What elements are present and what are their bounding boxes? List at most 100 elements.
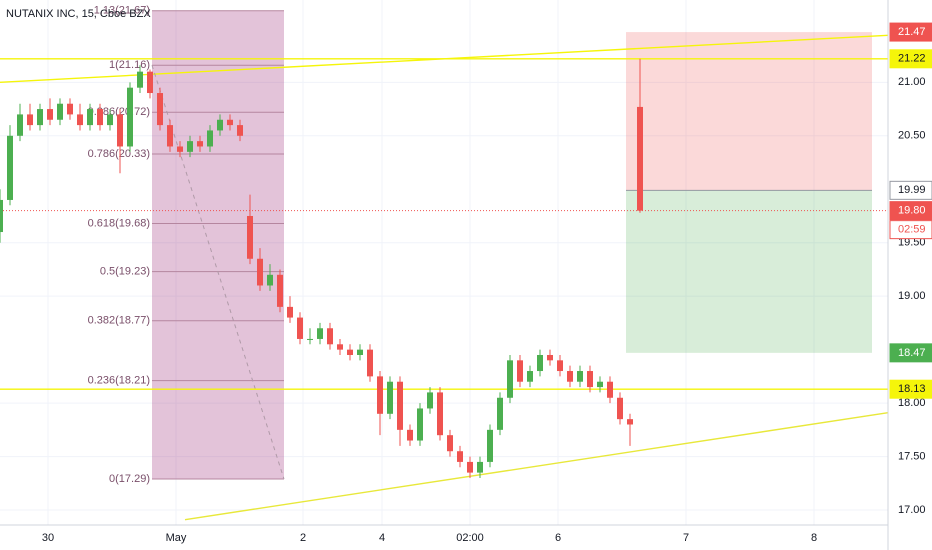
candle-body bbox=[367, 349, 373, 377]
candle-body bbox=[577, 371, 583, 382]
candle-body bbox=[617, 397, 623, 420]
candle-body bbox=[487, 429, 493, 462]
candle-body bbox=[417, 408, 423, 441]
candle-body bbox=[397, 381, 403, 430]
candle-body bbox=[77, 114, 83, 126]
candle-body bbox=[427, 392, 433, 409]
candle-body bbox=[527, 371, 533, 382]
price-label-box bbox=[889, 22, 932, 42]
candle-body bbox=[227, 119, 233, 126]
fib-label: 0(17.29) bbox=[109, 473, 150, 485]
candle-body bbox=[597, 381, 603, 388]
price-label: 19.99 bbox=[898, 184, 926, 196]
candle-body bbox=[587, 371, 593, 388]
x-tick-label: 4 bbox=[379, 532, 385, 544]
candle-body bbox=[297, 317, 303, 339]
price-label-box bbox=[889, 343, 932, 363]
price-label: 02:59 bbox=[898, 224, 926, 236]
y-tick-label: 19.00 bbox=[898, 290, 926, 302]
candle-body bbox=[607, 381, 613, 398]
candle-body bbox=[277, 274, 283, 307]
candle-body bbox=[477, 461, 483, 473]
y-tick-label: 17.00 bbox=[898, 504, 926, 516]
candle-body bbox=[467, 461, 473, 473]
candle-body bbox=[0, 199, 3, 233]
candle-body bbox=[327, 328, 333, 345]
chart-title: NUTANIX INC, 15, Cboe BZX bbox=[6, 8, 151, 20]
candle-body bbox=[267, 274, 273, 286]
candle-body bbox=[107, 114, 113, 126]
candle-body bbox=[557, 360, 563, 372]
candle-body bbox=[97, 109, 103, 126]
fib-label: 0.236(18.21) bbox=[88, 375, 150, 387]
y-tick-label: 17.50 bbox=[898, 450, 926, 462]
fib-label: 0.786(20.33) bbox=[88, 148, 150, 160]
candle-body bbox=[547, 354, 553, 361]
price-label-box bbox=[889, 49, 932, 69]
candle-body bbox=[507, 360, 513, 398]
candle-body bbox=[187, 141, 193, 152]
price-label: 21.22 bbox=[898, 53, 926, 65]
candle-body bbox=[207, 130, 213, 147]
fib-label: 1(21.16) bbox=[109, 59, 150, 71]
candle-body bbox=[457, 451, 463, 462]
candle-body bbox=[177, 146, 183, 152]
x-tick-label: 8 bbox=[811, 532, 817, 544]
candle-body bbox=[37, 109, 43, 126]
candle-body bbox=[137, 71, 143, 88]
candle-body bbox=[637, 106, 643, 211]
candle-body bbox=[437, 392, 443, 436]
fib-label: 0.618(19.68) bbox=[88, 217, 150, 229]
y-tick-label: 18.00 bbox=[898, 397, 926, 409]
candle-body bbox=[627, 419, 633, 425]
y-tick-label: 20.50 bbox=[898, 130, 926, 142]
y-tick-label: 21.00 bbox=[898, 76, 926, 88]
candle-body bbox=[17, 114, 23, 136]
price-label-box bbox=[889, 201, 932, 221]
candle-body bbox=[127, 87, 133, 147]
candle-body bbox=[497, 397, 503, 430]
x-tick-label: 7 bbox=[683, 532, 689, 544]
price-label-box bbox=[889, 220, 932, 240]
fib-label: 1.13(21.67) bbox=[94, 5, 150, 17]
candle-body bbox=[147, 71, 153, 94]
candle-body bbox=[247, 215, 253, 259]
candle-body bbox=[287, 306, 293, 318]
candle-body bbox=[7, 135, 13, 200]
candle-body bbox=[157, 93, 163, 126]
x-tick-label: 30 bbox=[42, 532, 54, 544]
candle-body bbox=[407, 429, 413, 441]
candle-body bbox=[47, 109, 53, 120]
candle-body bbox=[117, 114, 123, 147]
candle-body bbox=[517, 360, 523, 382]
candle-body bbox=[237, 125, 243, 136]
y-tick-label: 19.50 bbox=[898, 237, 926, 249]
price-label: 21.47 bbox=[898, 26, 926, 38]
candle-body bbox=[537, 354, 543, 372]
candle-body bbox=[57, 103, 63, 120]
candle-body bbox=[357, 349, 363, 355]
candle-body bbox=[347, 349, 353, 355]
price-label: 18.13 bbox=[898, 383, 926, 395]
x-tick-label: 02:00 bbox=[456, 532, 484, 544]
candle-body bbox=[197, 141, 203, 147]
trend-line bbox=[184, 412, 889, 521]
fib-label: 0.382(18.77) bbox=[88, 315, 150, 327]
price-label-box bbox=[889, 379, 932, 399]
candle-body bbox=[167, 125, 173, 147]
candle-body bbox=[307, 338, 313, 340]
stop-zone bbox=[626, 32, 872, 191]
fib-label: 0.886(20.72) bbox=[88, 106, 150, 118]
price-label-box bbox=[889, 180, 932, 200]
candle-body bbox=[387, 381, 393, 414]
price-label: 19.80 bbox=[898, 205, 926, 217]
candle-body bbox=[337, 344, 343, 350]
x-tick-label: May bbox=[166, 532, 187, 544]
candle-body bbox=[67, 103, 73, 115]
candle-body bbox=[217, 119, 223, 131]
candle-body bbox=[257, 258, 263, 286]
candle-body bbox=[317, 328, 323, 339]
fib-zone bbox=[152, 10, 284, 480]
candle-body bbox=[447, 435, 453, 452]
